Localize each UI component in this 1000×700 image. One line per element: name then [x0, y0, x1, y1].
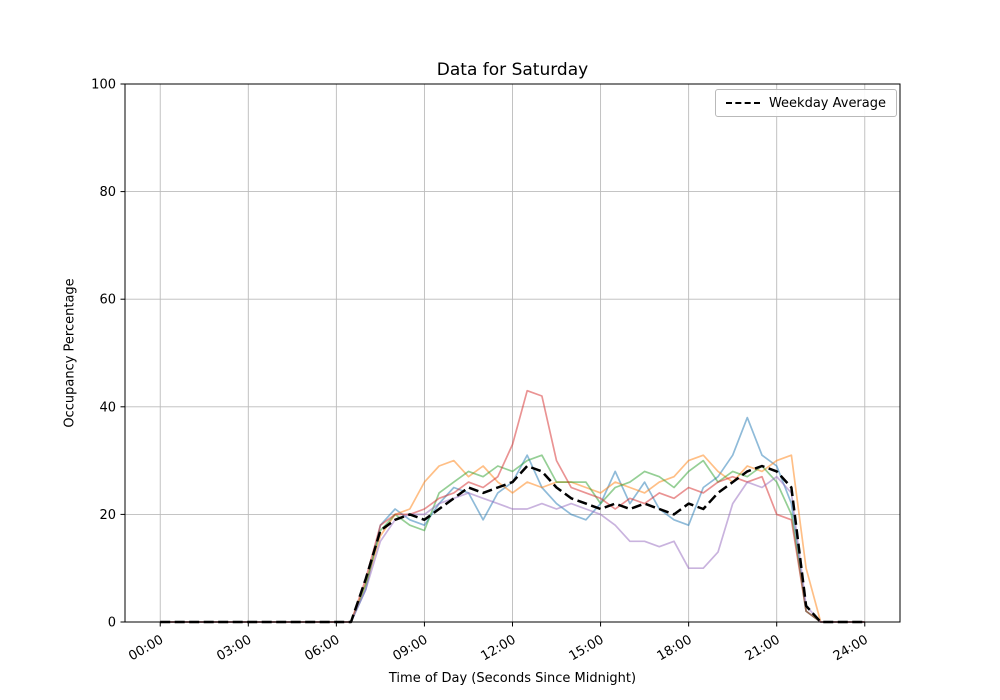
y-tick-label: 20 [99, 508, 116, 523]
x-tick-label: 09:00 [390, 632, 430, 664]
y-tick-label: 60 [99, 293, 116, 308]
x-tick-label: 12:00 [479, 632, 519, 664]
x-tick-label: 21:00 [743, 632, 783, 664]
y-tick-label: 100 [91, 78, 116, 93]
y-tick-label: 80 [99, 185, 116, 200]
chart-title: Data for Saturday [436, 60, 589, 80]
x-tick-label: 03:00 [214, 632, 254, 664]
y-tick-label: 40 [99, 400, 116, 415]
x-axis-label: Time of Day (Seconds Since Midnight) [388, 671, 637, 686]
tick-labels: 00:00 03:00 06:00 09:00 12:00 15:00 18:00 21:00… [91, 78, 871, 665]
legend-label: Weekday Average [768, 95, 886, 111]
ticks [120, 83, 866, 627]
y-tick-label: 0 [108, 616, 116, 631]
x-tick-label: 06:00 [302, 632, 342, 664]
dashed-line-icon [725, 102, 760, 104]
gridlines [125, 83, 900, 623]
legend: Weekday Average [714, 89, 897, 117]
x-tick-label: 24:00 [831, 632, 871, 664]
x-tick-label: 15:00 [567, 632, 607, 664]
x-tick-label: 00:00 [126, 632, 166, 664]
y-axis-label: Occupancy Percentage [62, 278, 78, 428]
x-tick-label: 18:00 [655, 632, 695, 664]
